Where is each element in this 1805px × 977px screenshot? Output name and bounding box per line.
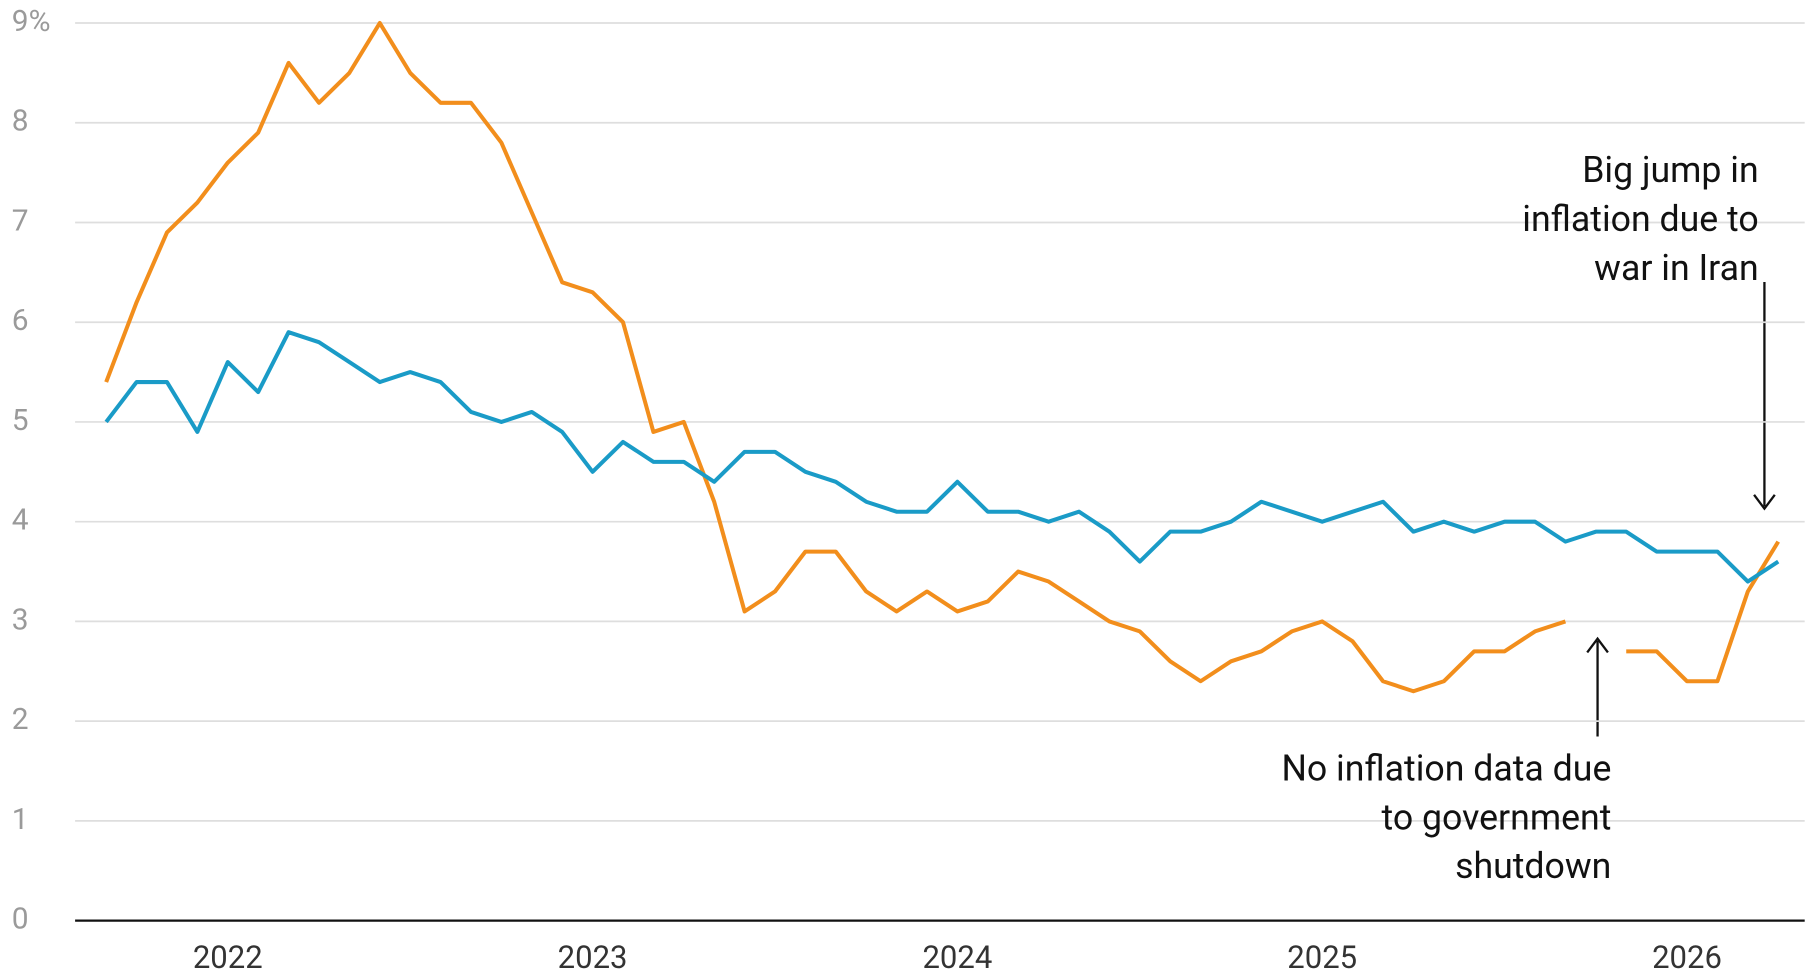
annotation-arrowhead [1586,636,1609,654]
x-tick-label: 2025 [1287,939,1357,976]
y-tick-label: 7 [12,203,29,238]
y-tick-label: 8 [12,104,29,139]
y-tick-label: 6 [12,303,29,338]
x-tick-label: 2024 [922,939,992,976]
annotation-arrowhead [1753,494,1776,511]
y-tick-label: 0 [12,902,29,937]
y-tick-label: 1 [12,802,29,837]
y-tick-label: 2 [12,702,29,737]
y-tick-label: 5 [12,403,29,438]
annotation: inflation due to [1522,198,1758,240]
x-tick-label: 2022 [193,939,263,976]
annotation: No inflation data due [1281,747,1611,789]
y-tick-label: 9% [12,4,51,39]
y-tick-label: 3 [12,602,29,637]
x-tick-label: 2026 [1652,939,1722,976]
line-series [1626,540,1780,684]
y-tick-label: 4 [12,503,29,538]
x-tick-label: 2023 [558,939,628,976]
annotation: to government [1382,796,1612,838]
annotation: shutdown [1455,845,1611,887]
annotation: war in Iran [1594,247,1759,289]
line-series [104,330,1780,584]
annotation: Big jump in [1582,149,1758,191]
line-series [104,21,1567,694]
